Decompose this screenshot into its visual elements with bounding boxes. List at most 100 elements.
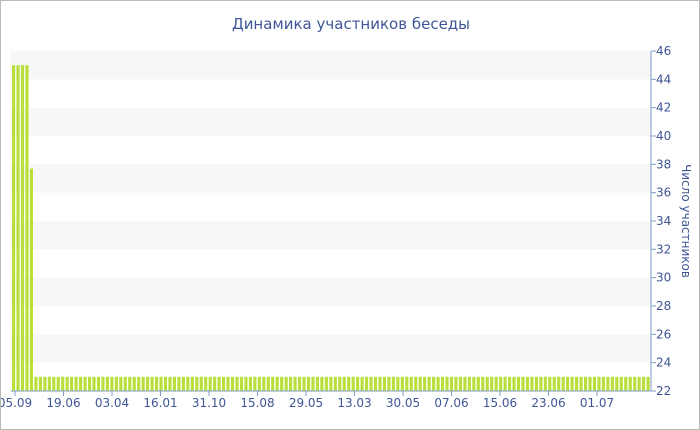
bar xyxy=(525,376,530,391)
y-tick-label: 34 xyxy=(656,214,671,228)
x-tick-label: 07.06 xyxy=(434,396,468,410)
bar xyxy=(61,376,65,391)
bar xyxy=(628,376,632,391)
chart-title: Динамика участников беседы xyxy=(232,15,470,33)
bar xyxy=(257,376,261,391)
bar xyxy=(25,65,29,392)
x-tick-label: 23.06 xyxy=(531,396,565,410)
bar xyxy=(74,376,78,391)
bar xyxy=(369,376,373,391)
bar xyxy=(38,376,42,391)
bar xyxy=(516,376,521,391)
y-tick-label: 22 xyxy=(656,384,671,398)
bar xyxy=(637,376,641,391)
bar xyxy=(414,376,418,391)
bar xyxy=(172,376,176,391)
bar xyxy=(566,376,570,391)
bar xyxy=(557,376,561,391)
bar xyxy=(114,376,118,391)
bar xyxy=(338,376,342,391)
bar xyxy=(387,376,391,391)
bar xyxy=(20,65,25,392)
x-axis-ticks: 05.09 19.06 03.04 16.01 31.10 15.08 29.05 13.03… xyxy=(1,391,614,410)
bar xyxy=(101,376,105,391)
bar xyxy=(181,376,185,391)
bar xyxy=(297,376,302,391)
x-tick-label: 19.06 xyxy=(46,396,80,410)
bar xyxy=(472,376,476,391)
bar xyxy=(503,376,507,391)
grid-band xyxy=(11,221,651,250)
bar xyxy=(521,376,525,391)
bar xyxy=(284,376,288,391)
bar xyxy=(150,376,154,391)
bar xyxy=(400,376,404,391)
x-tick-label: 15.08 xyxy=(240,396,274,410)
grid-band xyxy=(11,136,651,165)
bar xyxy=(280,376,284,391)
bar xyxy=(146,376,150,391)
bar xyxy=(365,376,369,391)
bar xyxy=(449,376,454,391)
bar xyxy=(119,376,123,391)
grid-band xyxy=(11,164,651,193)
y-tick-label: 46 xyxy=(656,44,671,58)
bar xyxy=(508,376,512,391)
bar xyxy=(275,376,279,391)
bar xyxy=(190,376,194,391)
bar xyxy=(624,376,628,391)
bar xyxy=(485,376,489,391)
bar xyxy=(306,376,311,391)
bar xyxy=(289,376,293,391)
bar xyxy=(79,376,83,391)
bar xyxy=(597,376,601,391)
bar xyxy=(476,376,480,391)
bar xyxy=(271,376,275,391)
bar xyxy=(494,376,498,391)
bar xyxy=(132,376,136,391)
bar xyxy=(579,376,583,391)
bar xyxy=(391,376,395,391)
bar xyxy=(92,376,96,391)
bar xyxy=(293,376,297,391)
bar xyxy=(351,376,355,391)
x-tick-label: 30.05 xyxy=(386,396,420,410)
y-tick-label: 40 xyxy=(656,129,671,143)
bar xyxy=(320,376,324,391)
x-tick-label: 03.04 xyxy=(95,396,129,410)
x-tick-label: 05.09 xyxy=(1,396,32,410)
bar xyxy=(347,376,351,391)
bar xyxy=(440,376,445,391)
bar xyxy=(208,376,212,391)
bar xyxy=(324,376,328,391)
bar xyxy=(409,376,413,391)
y-tick-label: 44 xyxy=(656,72,671,86)
y-axis-label: Число участников xyxy=(679,164,693,278)
bar xyxy=(266,376,270,391)
bar xyxy=(427,376,431,391)
bar xyxy=(137,376,141,391)
bar xyxy=(499,376,503,391)
y-tick-label: 36 xyxy=(656,186,671,200)
bar xyxy=(123,376,127,391)
bar xyxy=(382,376,387,391)
bar xyxy=(154,376,159,391)
grid-band xyxy=(11,192,651,221)
y-tick-label: 28 xyxy=(656,299,671,313)
bar xyxy=(70,376,74,391)
bar xyxy=(606,376,610,391)
bar xyxy=(226,376,230,391)
bar xyxy=(646,376,650,391)
bar xyxy=(583,376,588,391)
bar xyxy=(396,376,400,391)
grid-band xyxy=(11,306,651,335)
bar xyxy=(458,376,462,391)
grid-band xyxy=(11,334,651,363)
bar xyxy=(418,376,422,391)
bar xyxy=(177,376,181,391)
bar xyxy=(315,376,319,391)
bar xyxy=(56,376,60,391)
bar xyxy=(360,376,364,391)
